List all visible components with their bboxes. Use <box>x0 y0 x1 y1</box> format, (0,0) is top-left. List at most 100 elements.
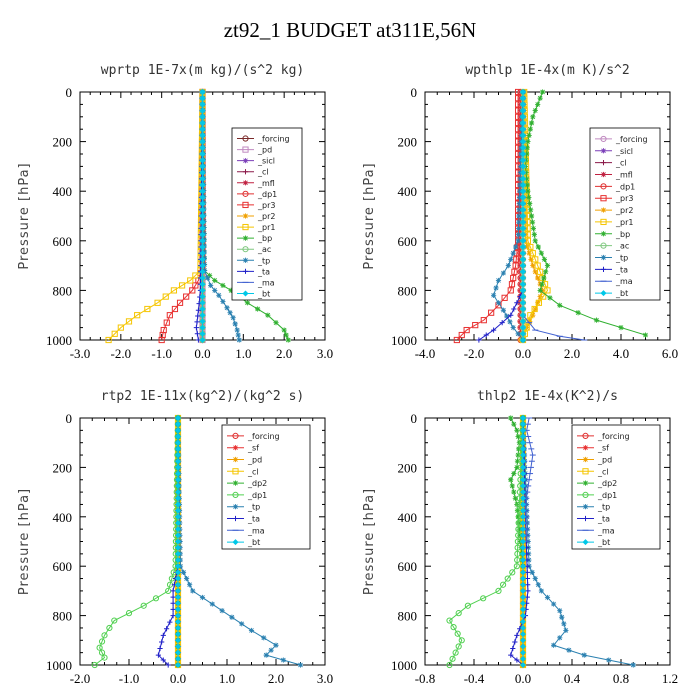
data-point <box>520 200 526 207</box>
data-point <box>520 169 526 176</box>
data-point <box>520 293 526 300</box>
legend-marker <box>242 223 249 231</box>
legend-marker <box>242 190 249 197</box>
data-point <box>199 318 206 325</box>
y-tick-label: 0 <box>411 411 418 426</box>
legend-label: _pr2 <box>257 212 275 221</box>
series_dp1 <box>446 414 527 669</box>
x-tick-label: 0.0 <box>170 671 186 686</box>
data-point <box>520 107 526 114</box>
data-point <box>527 312 534 319</box>
data-point <box>455 643 462 650</box>
data-point <box>175 594 181 601</box>
data-point <box>508 281 516 288</box>
data-point <box>520 445 526 452</box>
legend-label: _pr3 <box>615 194 633 203</box>
y-axis-label: Pressure [hPa] <box>17 488 32 595</box>
data-point <box>520 262 526 269</box>
data-point <box>199 120 206 126</box>
legend-label: _bp <box>257 234 272 243</box>
legend-marker <box>232 539 239 546</box>
legend-marker <box>242 213 249 219</box>
data-point <box>463 326 470 334</box>
data-point <box>207 272 213 279</box>
data-point <box>495 300 502 306</box>
data-point <box>199 175 206 182</box>
x-tick-label: -0.8 <box>415 671 436 686</box>
data-point <box>520 439 526 446</box>
legend-label: _dp1 <box>257 190 277 199</box>
legend-label: _bp <box>615 230 630 239</box>
legend-label: _tp <box>257 256 270 265</box>
legend-label: _cl <box>615 159 627 168</box>
data-point <box>175 458 181 465</box>
data-point <box>520 458 526 465</box>
legend-marker <box>242 169 249 175</box>
data-point <box>175 624 181 631</box>
legend-label: _dp1 <box>615 182 635 191</box>
data-point <box>528 207 534 213</box>
data-point <box>513 244 519 250</box>
y-tick-label: 600 <box>398 559 418 574</box>
legend-label: _tp <box>597 503 610 512</box>
data-point <box>488 309 495 316</box>
y-tick-label: 1000 <box>391 333 417 348</box>
data-point <box>201 261 208 268</box>
data-point <box>159 639 165 645</box>
data-point <box>446 617 453 624</box>
data-point <box>510 274 517 282</box>
data-point <box>248 627 255 634</box>
data-point <box>516 207 522 213</box>
legend-label: _ta <box>615 265 628 274</box>
data-point <box>520 268 526 275</box>
data-point <box>205 275 211 281</box>
data-point <box>199 113 206 120</box>
x-tick-label: 0.4 <box>564 671 581 686</box>
data-point <box>199 206 206 213</box>
data-point <box>175 587 181 594</box>
data-point <box>175 643 181 650</box>
data-point <box>199 250 206 257</box>
legend-label: _ta <box>257 267 270 276</box>
data-point <box>101 632 108 639</box>
data-point <box>526 132 532 138</box>
data-point <box>187 277 194 284</box>
data-point <box>520 225 526 232</box>
data-point <box>537 268 544 275</box>
x-tick-label: -1.0 <box>151 346 172 361</box>
data-point <box>520 256 526 263</box>
data-point <box>199 169 206 176</box>
legend-label: _cl <box>247 467 259 476</box>
data-point <box>175 415 181 421</box>
data-point <box>201 255 208 261</box>
data-point <box>144 305 151 313</box>
legend-label: _mfl <box>257 179 275 188</box>
legend-marker <box>232 504 239 510</box>
legend-marker <box>600 183 607 190</box>
data-point <box>199 237 206 244</box>
data-point <box>515 238 521 244</box>
data-point <box>175 655 181 662</box>
data-point <box>520 281 526 288</box>
data-point <box>505 263 511 269</box>
legend: _forcing _sf _pd _cl _dp2 _dp1 _tp _ta _ma _bt <box>571 424 661 550</box>
data-point <box>176 299 184 306</box>
data-point <box>516 219 522 225</box>
data-point <box>520 452 526 459</box>
data-point <box>515 232 521 238</box>
data-point <box>514 556 521 564</box>
data-point <box>199 163 206 170</box>
figure-title: zt92_1 BUDGET at311E,56N <box>223 18 477 42</box>
data-point <box>244 300 251 306</box>
data-point <box>175 470 181 477</box>
data-point <box>529 250 536 257</box>
data-point <box>175 569 181 576</box>
data-point <box>175 464 181 471</box>
data-point <box>280 657 286 663</box>
legend-marker <box>582 515 589 522</box>
data-point <box>547 295 553 301</box>
data-point <box>219 608 225 614</box>
data-point <box>531 305 538 313</box>
data-point <box>520 655 526 662</box>
